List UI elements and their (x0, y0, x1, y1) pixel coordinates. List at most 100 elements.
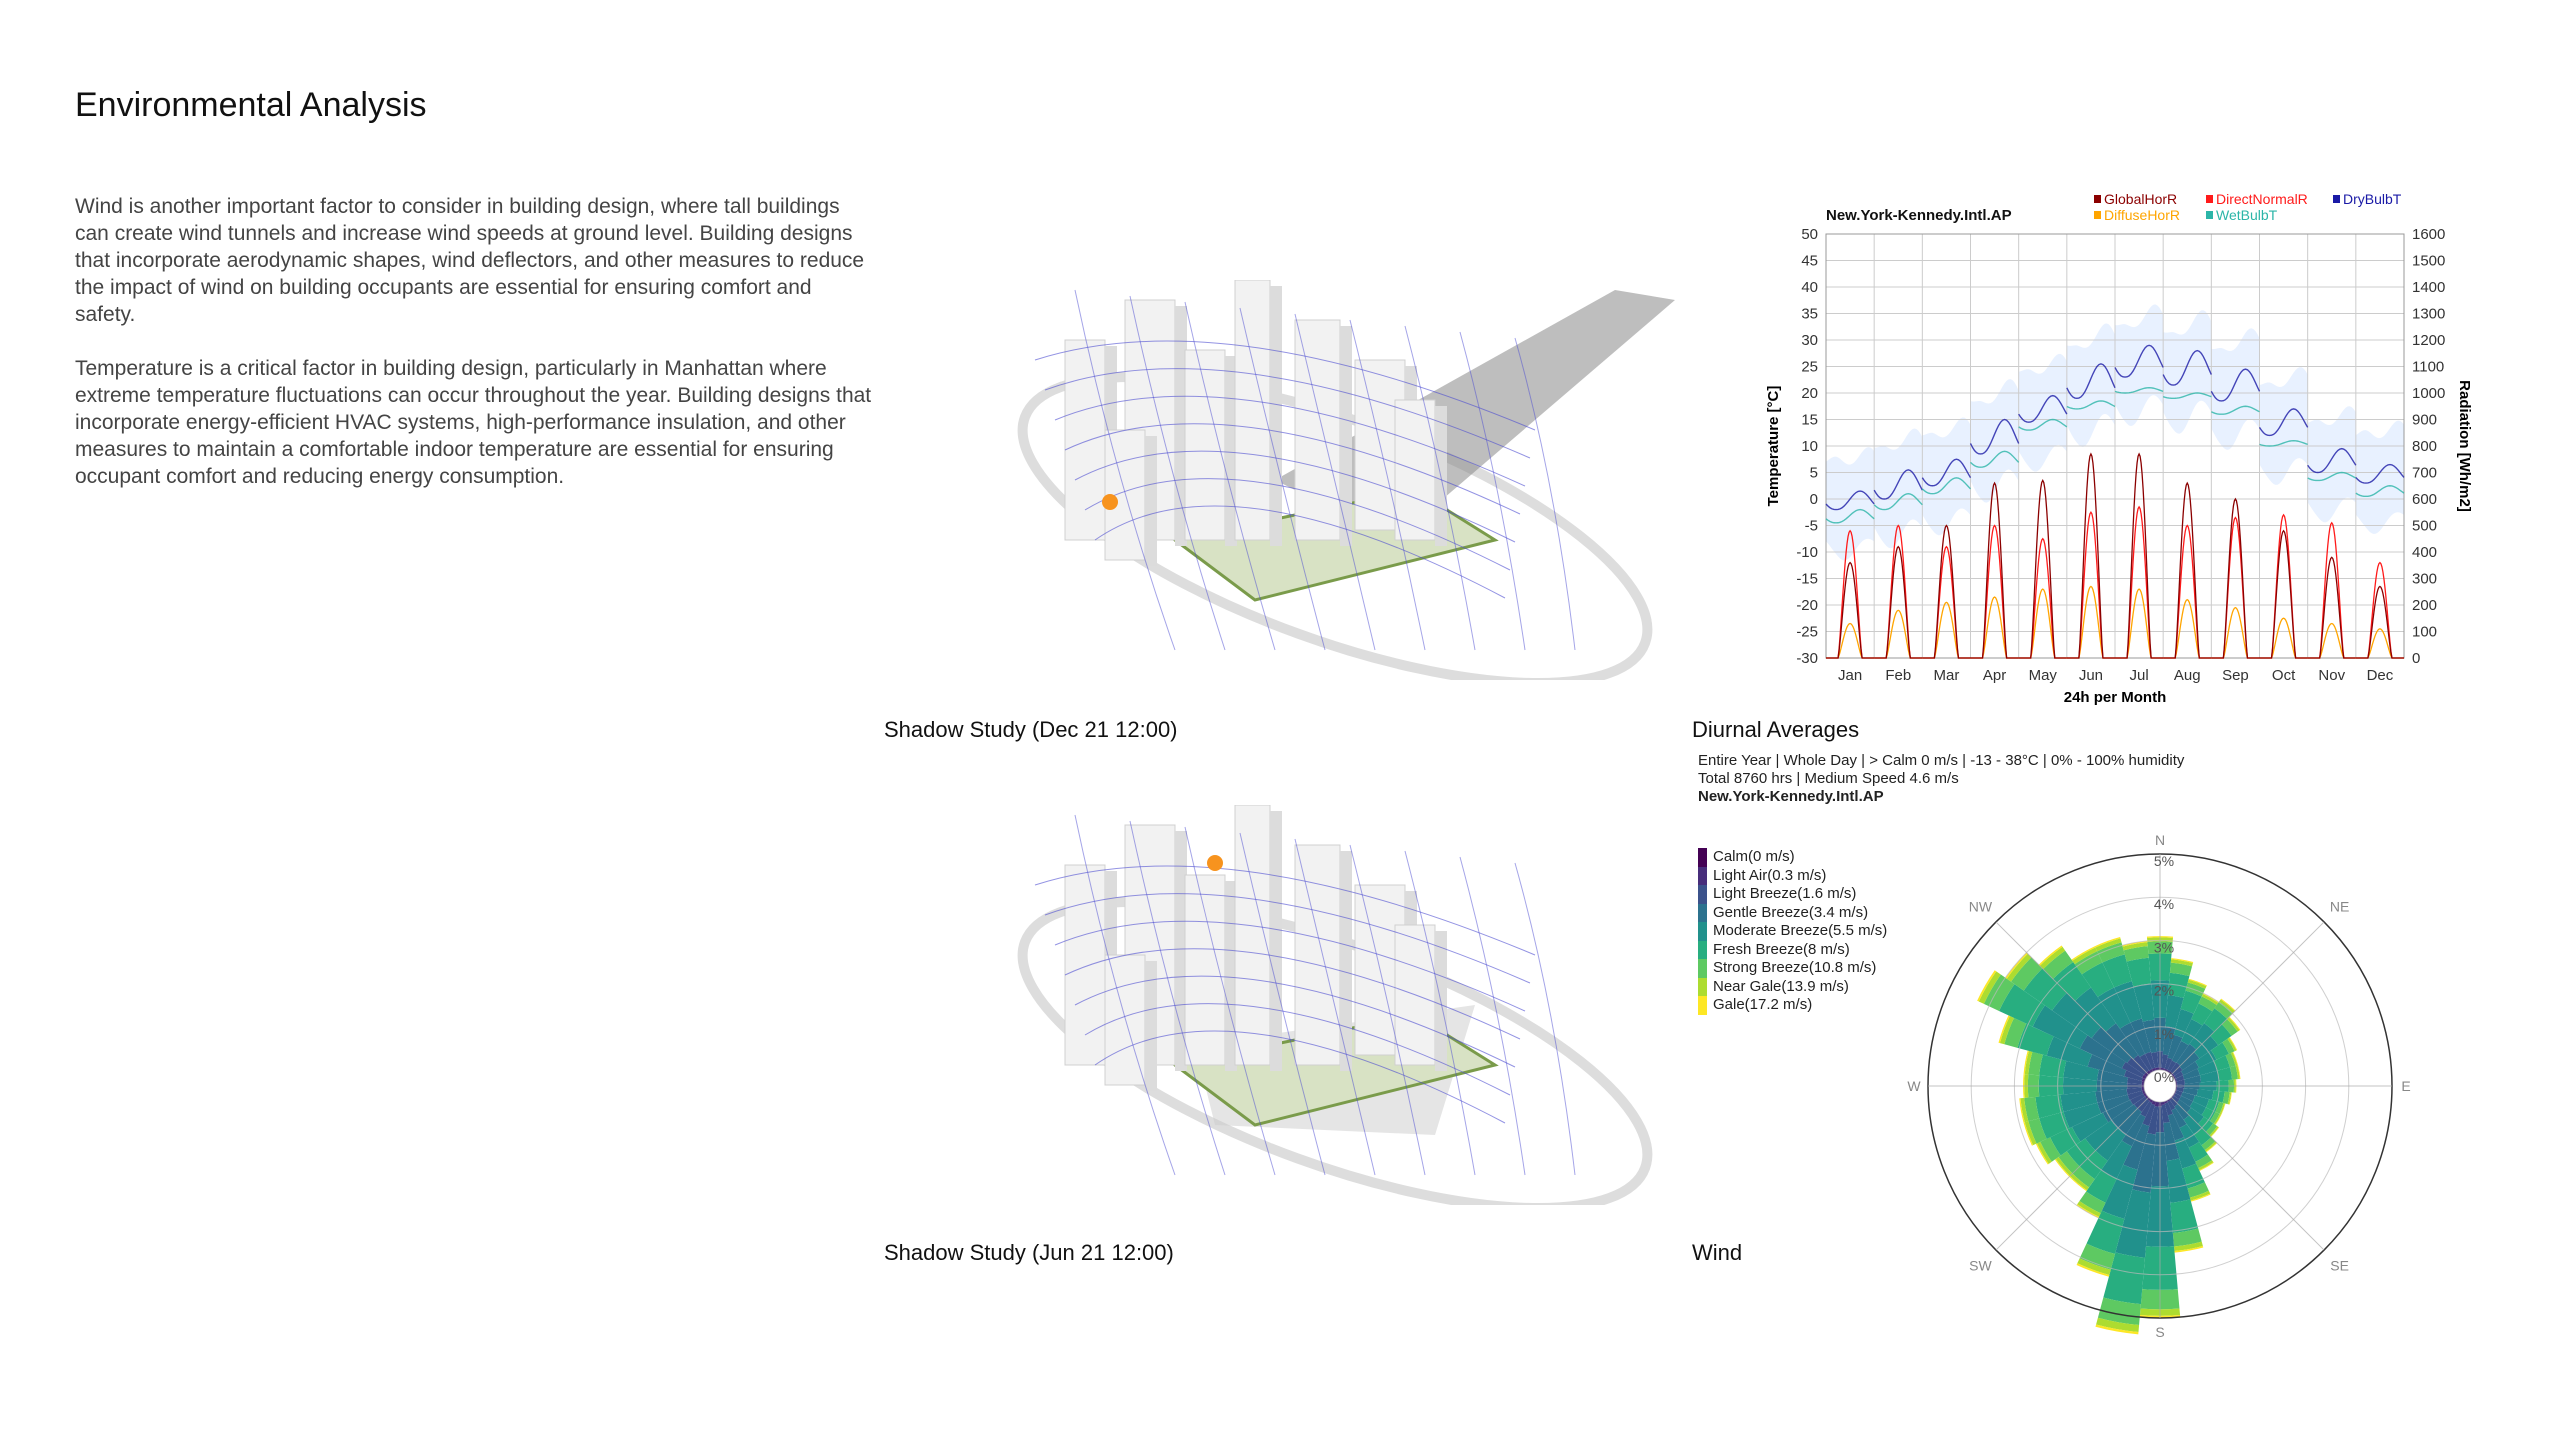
legend-swatch (2094, 195, 2101, 203)
shadow-study-jun-caption: Shadow Study (Jun 21 12:00) (884, 1240, 1174, 1265)
wind-sector (2145, 1051, 2156, 1069)
wind-sector (2182, 1163, 2205, 1189)
wind-sector (2097, 1297, 2141, 1326)
y2-tick-label: 1300 (2412, 306, 2445, 323)
series-WetBulbT (2018, 418, 2068, 431)
legend-label: Fresh Breeze(8 m/s) (1713, 940, 1850, 958)
wind-sector (2173, 1093, 2182, 1100)
wind-sector (2071, 946, 2096, 961)
y-tick-label: -20 (1796, 597, 1818, 614)
series-DirectNormalR (2211, 516, 2260, 659)
wind-sector (2167, 1100, 2176, 1111)
wind-sector (2161, 1104, 2170, 1124)
series-DirectNormalR (2115, 505, 2164, 659)
wind-sector (2063, 1060, 2099, 1081)
direction-label: E (2401, 1078, 2410, 1094)
spoke (2170, 1096, 2325, 1251)
wind-sector (2004, 1017, 2027, 1048)
wind-sector (2117, 1108, 2142, 1135)
wind-info-line-2: Total 8760 hrs | Medium Speed 4.6 m/s (1698, 770, 1959, 787)
wind-sector (2188, 978, 2207, 987)
legend-swatch (1698, 922, 1707, 941)
wind-sector (2166, 1099, 2171, 1102)
legend-label: Moderate Breeze(5.5 m/s) (1713, 922, 1888, 939)
wind-sector (2086, 1170, 2117, 1203)
wind-sector (2023, 968, 2067, 1011)
building (1294, 319, 1341, 541)
building-side (1145, 961, 1157, 1091)
legend-label: DryBulbT (2343, 191, 2402, 207)
legend-label: Light Air(0.3 m/s) (1713, 866, 1827, 884)
series-DirectNormalR (2307, 521, 2356, 659)
y-tick-label: 50 (1801, 226, 1818, 243)
wind-sector (2017, 1023, 2054, 1056)
wind-sector (2028, 1118, 2047, 1144)
wind-sector (2229, 1092, 2232, 1105)
wind-sector (2205, 1099, 2220, 1112)
temperature-range-band (2211, 328, 2260, 450)
wind-sector (2094, 937, 2121, 948)
wind-sector (2175, 1075, 2185, 1082)
y2-tick-label: 700 (2412, 465, 2437, 482)
legend-label: Gentle Breeze(3.4 m/s) (1713, 903, 1869, 921)
wind-sector (1999, 1015, 2014, 1045)
direction-label: N (2155, 832, 2165, 848)
series-DiffuseHorR (1922, 601, 1971, 659)
hour-line (1129, 820, 1226, 1176)
x-tick-label: Jan (1838, 667, 1862, 684)
wind-sector (2222, 1091, 2230, 1105)
ring-label: 3% (2154, 939, 2174, 955)
wind-sector (2237, 1065, 2241, 1080)
wind-sector (2189, 1101, 2206, 1116)
shadow-study-dec-caption: Shadow Study (Dec 21 12:00) (884, 717, 1178, 742)
building-side (1270, 811, 1282, 1071)
hour-line (1129, 295, 1226, 651)
wind-sector (2035, 1143, 2049, 1165)
wind-sector (2165, 995, 2184, 1029)
building-side (1175, 306, 1187, 546)
wind-sector (2227, 1017, 2240, 1032)
legend-swatch (1698, 866, 1707, 885)
wind-sector (2229, 1065, 2238, 1080)
hour-line (1239, 832, 1326, 1176)
wind-sector (2164, 1102, 2173, 1116)
wind-sector (2204, 1141, 2217, 1152)
wind-sector (2174, 1241, 2203, 1252)
y2-tick-label: 1200 (2412, 332, 2445, 349)
ring-label: 2% (2154, 983, 2174, 999)
wind-sector (2221, 1103, 2226, 1115)
wind-sector (2164, 1068, 2168, 1072)
wind-sector (2111, 1104, 2138, 1129)
series-WetBulbT (2259, 439, 2308, 447)
wind-sector (2225, 1052, 2236, 1068)
series-GlobalHorR (1970, 481, 2019, 659)
ring-label: 5% (2154, 853, 2174, 869)
series-WetBulbT (1921, 477, 1972, 495)
x-tick-label: Mar (1933, 667, 1959, 684)
wind-sector (2085, 1120, 2118, 1151)
wind-sector (2147, 1105, 2159, 1135)
wind-sector (2193, 1035, 2219, 1059)
sun-path-arc (1034, 340, 1536, 431)
wind-sector (2066, 1138, 2096, 1167)
ring-label: 4% (2154, 896, 2174, 912)
direction-label: W (1907, 1078, 1921, 1094)
y-tick-label: 25 (1801, 359, 1818, 376)
wind-info-line-1: Entire Year | Whole Day | > Calm 0 m/s |… (1698, 752, 2185, 769)
y-tick-label: 10 (1801, 438, 1818, 455)
wind-sector (2077, 1201, 2101, 1217)
wind-sector (2046, 1036, 2093, 1067)
series-WetBulbT (2307, 471, 2357, 482)
direction-label: SW (1969, 1258, 1992, 1274)
wind-sector (2143, 1092, 2147, 1097)
wind-sector (2020, 1097, 2029, 1123)
wind-sector (2133, 983, 2155, 1022)
wind-sector (2180, 990, 2202, 1014)
wind-sector (2209, 1126, 2219, 1137)
wind-sector (2053, 962, 2092, 1002)
wind-sector (2035, 1094, 2064, 1119)
hour-line (1074, 289, 1176, 651)
y-tick-label: -5 (1805, 518, 1818, 535)
wind-sector (2039, 1054, 2067, 1078)
